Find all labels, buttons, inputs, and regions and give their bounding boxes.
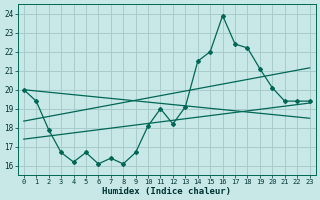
X-axis label: Humidex (Indice chaleur): Humidex (Indice chaleur) (102, 187, 231, 196)
